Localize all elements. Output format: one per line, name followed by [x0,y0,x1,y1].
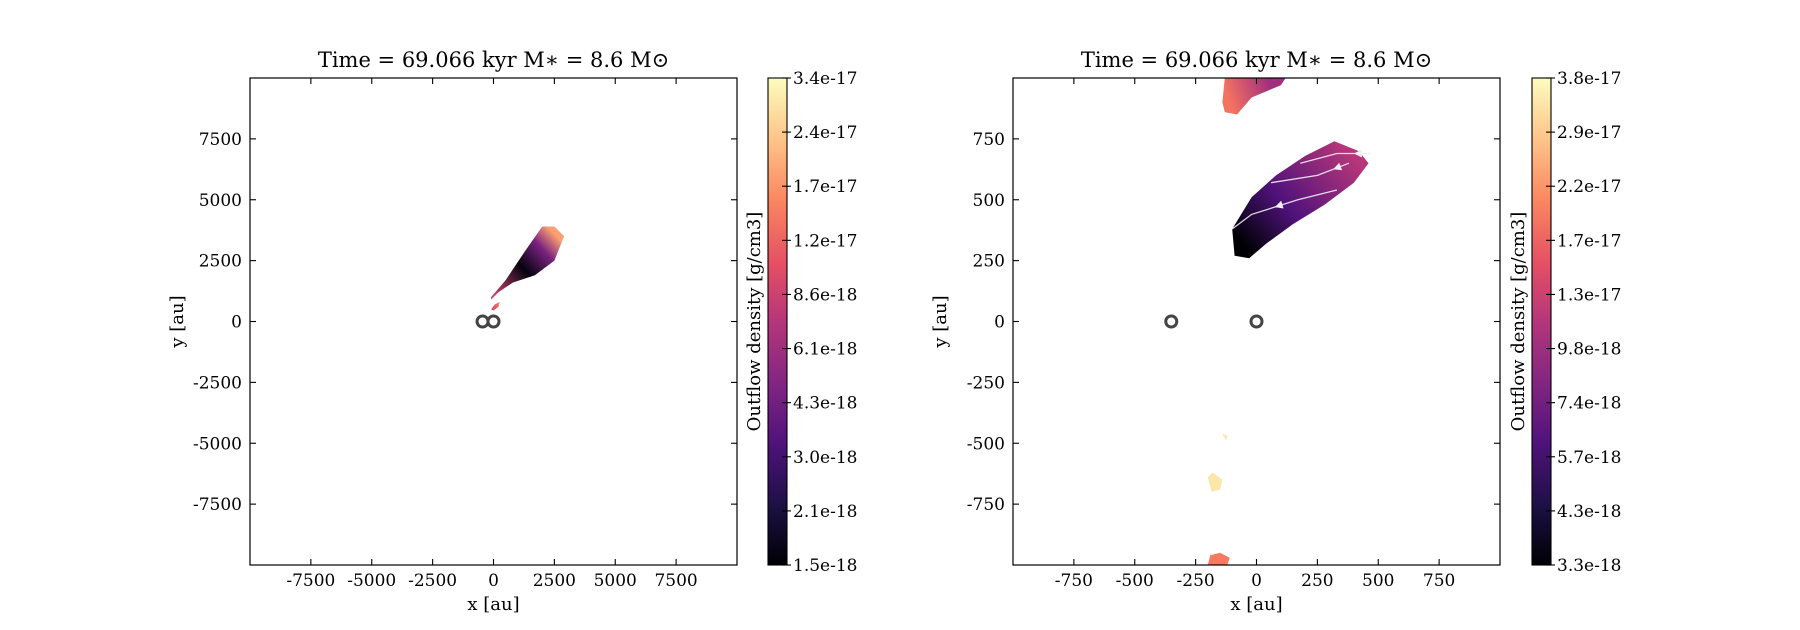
colorbar-tick-label: 9.8e-18 [1557,340,1621,360]
x-axis-label: x [au] [467,594,519,615]
y-tick-label: 250 [973,252,1005,272]
y-tick-label: 2500 [199,252,242,272]
colorbar-label: Outflow density [g/cm3] [744,212,765,432]
plot-area [475,226,565,329]
x-axis-label: x [au] [1230,594,1282,615]
y-tick-label: 0 [231,313,242,333]
right-panel: -750 -500 -250 0 250 500 750 750 500 250 0 -250 -500… [930,48,1621,615]
y-tick-label: -7500 [193,495,242,515]
streamline-arrowhead [1274,200,1284,209]
sink-particle-marker [1249,314,1264,329]
colorbar-tick-label: 4.3e-18 [1557,502,1621,522]
colorbar-tick-label: 2.4e-17 [793,123,857,143]
y-tick-label: 0 [994,313,1005,333]
streamline-arrowhead [1333,162,1343,171]
sink-particle-marker [486,314,501,329]
small-jet-knot [491,302,500,311]
colorbar-tick-label: 7.4e-18 [1557,394,1621,414]
y-tick-label: 500 [973,191,1005,211]
axes-frame [249,77,738,566]
x-tick-label: 0 [1251,571,1262,591]
colorbar [1531,77,1552,566]
x-tick-label: 0 [488,571,499,591]
colorbar-tick-label: 8.6e-18 [793,285,857,305]
colorbar-tick-label: 1.5e-18 [793,556,857,576]
top-edge-blob [1222,78,1286,115]
x-tick-label: 7500 [654,571,697,591]
colorbar-tick-label: 3.4e-17 [793,69,857,89]
x-tick-label: 500 [1362,571,1394,591]
faint-speck [1222,433,1228,441]
x-tick-label: 5000 [594,571,637,591]
colorbar [767,77,788,566]
x-tick-label: 2500 [533,571,576,591]
y-tick-label: -250 [967,373,1005,393]
bottom-edge-blob [1207,552,1230,565]
plot-area [1164,78,1371,565]
x-tick-label: -250 [1177,571,1215,591]
colorbar-tick-label: 4.3e-18 [793,394,857,414]
panel-title: Time = 69.066 kyr M∗ = 8.6 M⊙ [1081,48,1432,72]
x-tick-label: -5000 [347,571,396,591]
sink-particle-marker [1164,314,1179,329]
colorbar-tick-label: 1.2e-17 [793,231,857,251]
y-tick-label: -5000 [193,434,242,454]
y-axis-label: y [au] [167,295,188,348]
x-tick-label: -750 [1055,571,1093,591]
y-tick-label: 7500 [199,130,242,150]
x-tick-label: -2500 [408,571,457,591]
axes-frame [1012,77,1501,566]
colorbar-tick-label: 5.7e-18 [1557,448,1621,468]
y-tick-label: 750 [973,130,1005,150]
colorbar-tick-label: 3.8e-17 [1557,69,1621,89]
y-tick-label: -500 [967,434,1005,454]
colorbar-tick-label: 1.7e-17 [793,177,857,197]
colorbar-tick-label: 1.3e-17 [1557,285,1621,305]
y-tick-label: -2500 [193,373,242,393]
colorbar-tick-label: 2.2e-17 [1557,177,1621,197]
y-tick-label: -750 [967,495,1005,515]
x-tick-label: 250 [1301,571,1333,591]
x-tick-label: -500 [1116,571,1154,591]
colorbar-tick-label: 6.1e-18 [793,340,857,360]
colorbar-tick-label: 3.3e-18 [1557,556,1621,576]
panel-title: Time = 69.066 kyr M∗ = 8.6 M⊙ [318,48,669,72]
colorbar-tick-label: 2.9e-17 [1557,123,1621,143]
colorbar-tick-label: 1.7e-17 [1557,231,1621,251]
sink-particle-marker [475,314,490,329]
lower-faint-blob [1207,472,1223,492]
colorbar-tick-label: 3.0e-18 [793,448,857,468]
colorbar-label: Outflow density [g/cm3] [1508,212,1529,432]
left-panel: -7500 -5000 -2500 0 2500 5000 7500 7500 5000 2500… [167,48,857,615]
x-tick-label: -7500 [286,571,335,591]
streamline [1231,189,1338,230]
y-axis-label: y [au] [930,295,951,348]
x-tick-label: 750 [1423,571,1455,591]
colorbar-tick-label: 2.1e-18 [793,502,857,522]
y-tick-label: 5000 [199,191,242,211]
streamline-arrowhead [1353,149,1362,158]
main-outflow-lobe [491,226,565,300]
